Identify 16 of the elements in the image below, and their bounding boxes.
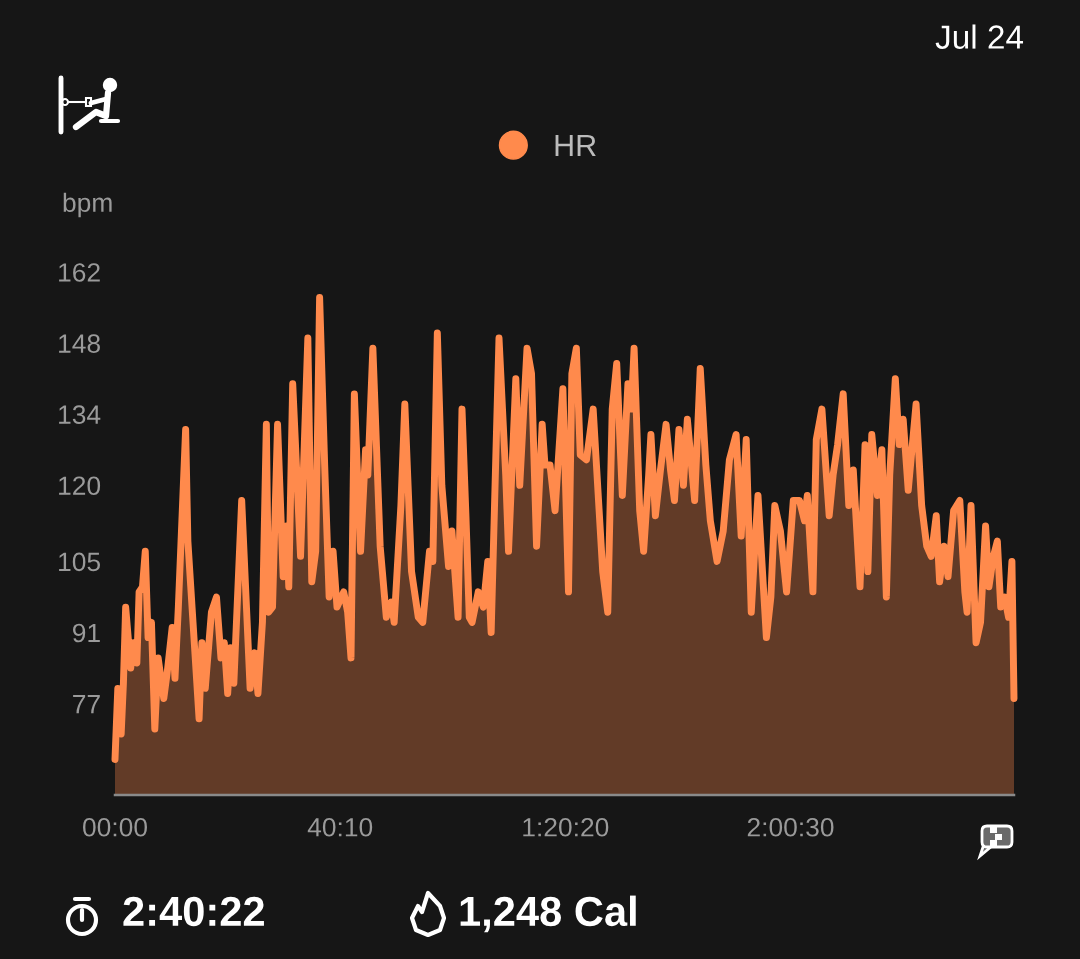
- text: Jul 24: [935, 24, 1024, 49]
- legend-label: HR: [555, 134, 596, 156]
- y-tick-label: 120: [59, 476, 101, 496]
- y-tick-label: 105: [59, 552, 101, 572]
- y-tick-label: 148: [59, 334, 100, 353]
- y-tick-label: 77: [73, 695, 100, 714]
- y-tick-label: 91: [73, 623, 100, 643]
- x-tick-label: 00:00: [83, 817, 147, 837]
- x-tick-label: 1:20:20: [523, 817, 609, 837]
- y-tick-label: 162: [59, 263, 100, 282]
- y-axis-title: bpm: [63, 192, 112, 218]
- x-tick-label: 40:10: [307, 817, 373, 837]
- x-tick-label: 2:00:30: [747, 817, 834, 837]
- y-tick-label: 134: [59, 405, 101, 424]
- text: 1,248 Cal: [460, 895, 636, 933]
- text: 2:40:22: [123, 896, 264, 927]
